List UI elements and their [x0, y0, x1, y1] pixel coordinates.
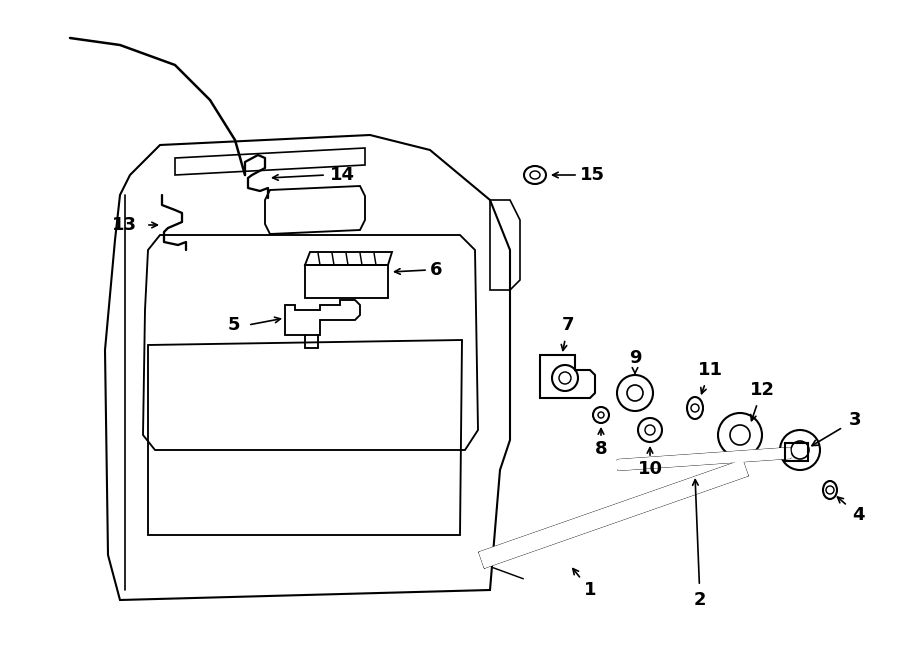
Text: 8: 8: [595, 440, 608, 458]
Polygon shape: [617, 448, 790, 470]
Text: 1: 1: [584, 581, 596, 599]
Text: 12: 12: [750, 381, 775, 399]
Text: 4: 4: [851, 506, 864, 524]
Text: 13: 13: [112, 216, 137, 234]
Text: 10: 10: [637, 460, 662, 478]
Text: 15: 15: [580, 166, 605, 184]
Text: 6: 6: [430, 261, 443, 279]
Text: 11: 11: [698, 361, 723, 379]
Text: 7: 7: [562, 316, 574, 334]
Polygon shape: [480, 461, 748, 568]
Text: 2: 2: [694, 591, 706, 609]
Text: 3: 3: [849, 411, 861, 429]
Text: 14: 14: [330, 166, 355, 184]
Text: 9: 9: [629, 349, 641, 367]
Text: 5: 5: [228, 316, 240, 334]
